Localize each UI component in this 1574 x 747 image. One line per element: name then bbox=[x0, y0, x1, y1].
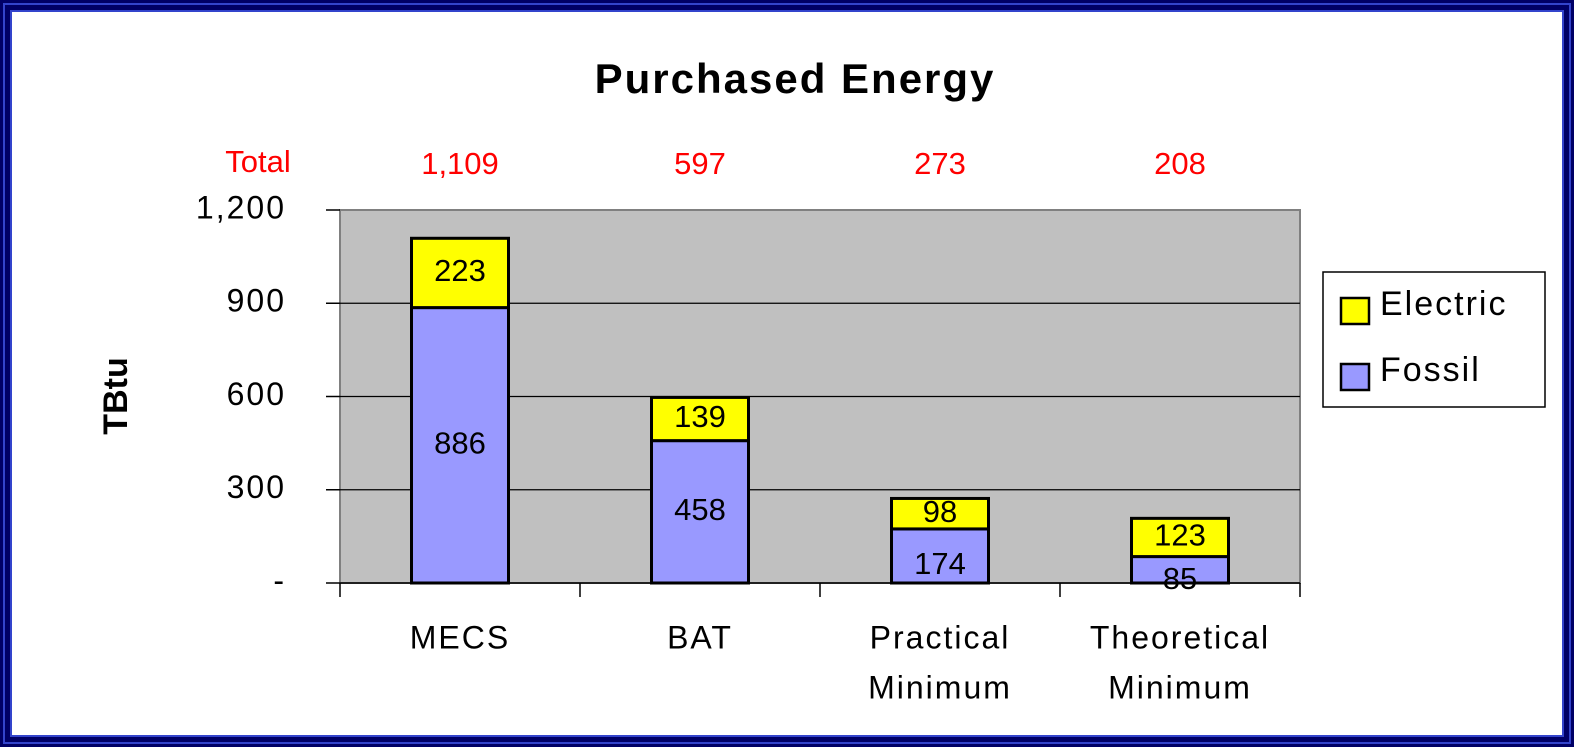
bar-segment bbox=[410, 236, 510, 310]
y-tick-label: 1,200 bbox=[196, 189, 286, 225]
total-label: 208 bbox=[1154, 146, 1206, 181]
data-label: 123 bbox=[1154, 518, 1206, 553]
totals-title: Total bbox=[225, 144, 290, 179]
bar-segment bbox=[410, 306, 510, 585]
y-tick-label: 900 bbox=[227, 283, 286, 319]
total-label: 597 bbox=[674, 146, 726, 181]
legend-swatch bbox=[1339, 362, 1371, 392]
x-tick-label: Practical bbox=[870, 619, 1011, 655]
x-tick-label: Minimum bbox=[1108, 669, 1252, 705]
data-label: 85 bbox=[1163, 561, 1197, 596]
frame-line bbox=[3, 3, 1571, 744]
y-tick-label: 300 bbox=[227, 469, 286, 505]
legend-swatch bbox=[1339, 296, 1371, 326]
bar-segment bbox=[650, 439, 750, 585]
total-label: 273 bbox=[914, 146, 966, 181]
legend-label: Electric bbox=[1380, 285, 1507, 323]
data-label: 98 bbox=[923, 494, 957, 529]
x-tick-label: BAT bbox=[667, 619, 733, 655]
bar-segment bbox=[890, 496, 990, 531]
data-label: 458 bbox=[674, 492, 726, 527]
data-label: 886 bbox=[434, 425, 486, 460]
y-tick-label: - bbox=[273, 562, 286, 598]
bar-segment bbox=[650, 395, 750, 443]
bar-segment bbox=[1130, 516, 1230, 559]
x-tick-label: Theoretical bbox=[1090, 619, 1270, 655]
data-label: 174 bbox=[914, 546, 966, 581]
data-label: 139 bbox=[674, 399, 726, 434]
x-tick-label: MECS bbox=[410, 619, 510, 655]
y-tick-label: 600 bbox=[227, 376, 286, 412]
chart-title: Purchased Energy bbox=[595, 55, 996, 102]
bar-segment bbox=[890, 527, 990, 585]
legend-label: Fossil bbox=[1380, 351, 1481, 389]
x-tick-label: Minimum bbox=[868, 669, 1012, 705]
y-axis-label: TBtu bbox=[97, 357, 135, 434]
data-label: 223 bbox=[434, 253, 486, 288]
total-label: 1,109 bbox=[421, 146, 499, 181]
